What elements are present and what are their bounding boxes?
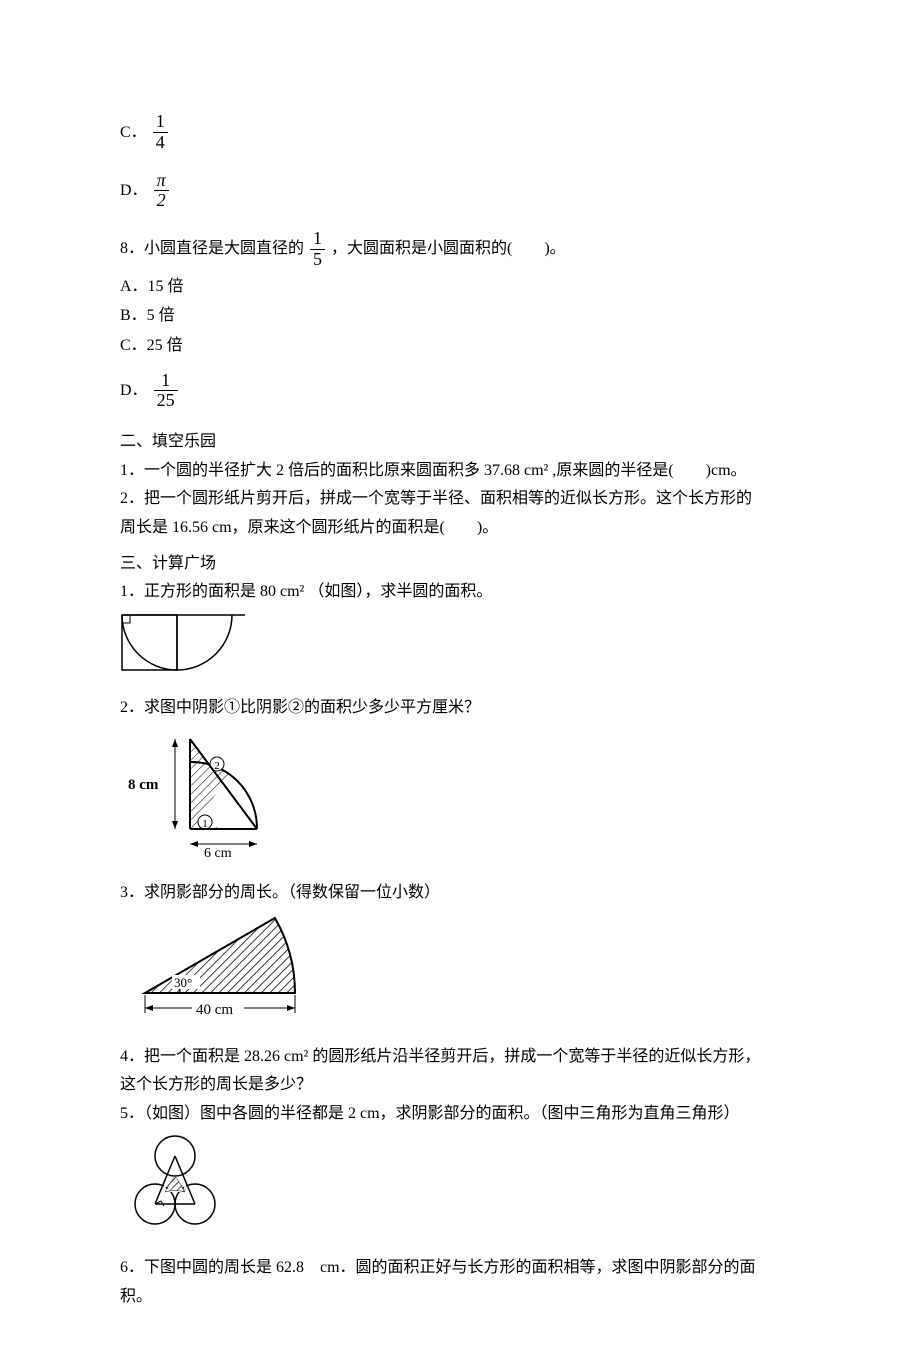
- fig2-xlabel: 6 cm: [204, 846, 232, 859]
- s3-q6b: 积。: [120, 1284, 800, 1310]
- fig3-svg: 30° 40 cm: [120, 913, 350, 1023]
- q8-text-post: ，大圆面积是小圆面积的( )。: [331, 240, 566, 257]
- s3-q3: 3．求阴影部分的周长。（得数保留一位小数）: [120, 880, 800, 906]
- option-label: D．: [120, 378, 148, 404]
- option-label: D．: [120, 178, 148, 204]
- question-8: 8．小圆直径是大圆直径的 1 5 ，大圆面积是小圆面积的( )。: [120, 229, 800, 270]
- q8-text-pre: 8．小圆直径是大圆直径的: [120, 240, 304, 257]
- s3-q1: 1．正方形的面积是 80 cm² （如图），求半圆的面积。: [120, 579, 800, 605]
- s3-q4b: 这个长方形的周长是多少？: [120, 1072, 800, 1098]
- s3-q4a: 4．把一个面积是 28.26 cm² 的圆形纸片沿半径剪开后，拼成一个宽等于半径…: [120, 1044, 800, 1070]
- fig5-svg: [120, 1134, 230, 1234]
- s3-q2: 2．求图中阴影①比阴影②的面积少多少平方厘米？: [120, 695, 800, 721]
- fig3-base: 40 cm: [196, 1002, 233, 1018]
- s3-q6a: 6．下图中圆的周长是 62.8 cm．圆的面积正好与长方形的面积相等，求图中阴影…: [120, 1255, 800, 1281]
- q8-option-c: C．25 倍: [120, 333, 800, 359]
- fig3-angle: 30°: [174, 975, 192, 990]
- figure-3: 30° 40 cm: [120, 913, 800, 1032]
- fraction-pi-2: π 2: [154, 171, 169, 212]
- fraction-1-25: 1 25: [154, 371, 178, 412]
- q8-option-a: A．15 倍: [120, 274, 800, 300]
- figure-2: 2 1 8 cm 6 cm: [120, 729, 800, 868]
- s2-q1: 1．一个圆的半径扩大 2 倍后的面积比原来圆面积多 37.68 cm² ,原来圆…: [120, 458, 800, 484]
- fig1-svg: [120, 613, 250, 675]
- q7-option-c: C． 1 4: [120, 112, 800, 153]
- fraction-1-5: 1 5: [310, 229, 325, 270]
- s2-q2a: 2．把一个圆形纸片剪开后，拼成一个宽等于半径、面积相等的近似长方形。这个长方形的: [120, 486, 800, 512]
- s3-q5: 5．（如图）图中各圆的半径都是 2 cm，求阴影部分的面积。（图中三角形为直角三…: [120, 1101, 800, 1127]
- q7-option-d: D． π 2: [120, 171, 800, 212]
- svg-text:2: 2: [214, 760, 220, 772]
- section-2-title: 二、填空乐园: [120, 429, 800, 455]
- figure-1: [120, 613, 800, 684]
- fig2-svg: 2 1 8 cm 6 cm: [120, 729, 290, 859]
- q8-option-d: D． 1 25: [120, 371, 800, 412]
- q8-option-b: B．5 倍: [120, 303, 800, 329]
- figure-5: [120, 1134, 800, 1243]
- option-label: C．: [120, 120, 147, 146]
- section-3-title: 三、计算广场: [120, 551, 800, 577]
- fig2-ylabel: 8 cm: [128, 777, 159, 793]
- s2-q2b: 周长是 16.56 cm，原来这个圆形纸片的面积是( )。: [120, 515, 800, 541]
- fraction-1-4: 1 4: [153, 112, 168, 153]
